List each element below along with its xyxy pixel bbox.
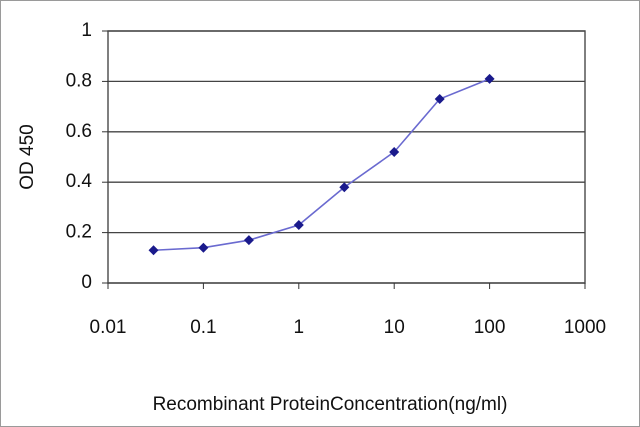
data-point — [243, 235, 254, 246]
data-point — [484, 73, 495, 84]
x-tick-label: 10 — [384, 317, 405, 338]
y-tick-label: 0 — [81, 272, 92, 293]
data-point — [198, 242, 209, 253]
y-tick-label: 1 — [81, 20, 92, 41]
y-tick-label: 0.6 — [66, 121, 92, 142]
x-tick-label: 1000 — [564, 317, 606, 338]
y-tick-label: 0.4 — [66, 171, 93, 192]
data-point — [389, 146, 400, 157]
x-tick-label: 0.01 — [90, 317, 127, 338]
x-tick-label: 0.1 — [190, 317, 216, 338]
y-axis-title: OD 450 — [17, 124, 38, 189]
y-tick-label: 0.8 — [66, 70, 92, 91]
data-point — [434, 94, 445, 105]
plot-area — [107, 30, 586, 284]
data-point — [293, 220, 304, 231]
y-tick-label: 0.2 — [66, 222, 92, 243]
x-tick-label: 1 — [294, 317, 305, 338]
data-point — [148, 245, 159, 256]
x-tick-label: 100 — [474, 317, 506, 338]
data-line — [153, 78, 490, 252]
data-point — [339, 182, 350, 193]
x-axis-title: Recombinant ProteinConcentration(ng/ml) — [153, 394, 508, 415]
